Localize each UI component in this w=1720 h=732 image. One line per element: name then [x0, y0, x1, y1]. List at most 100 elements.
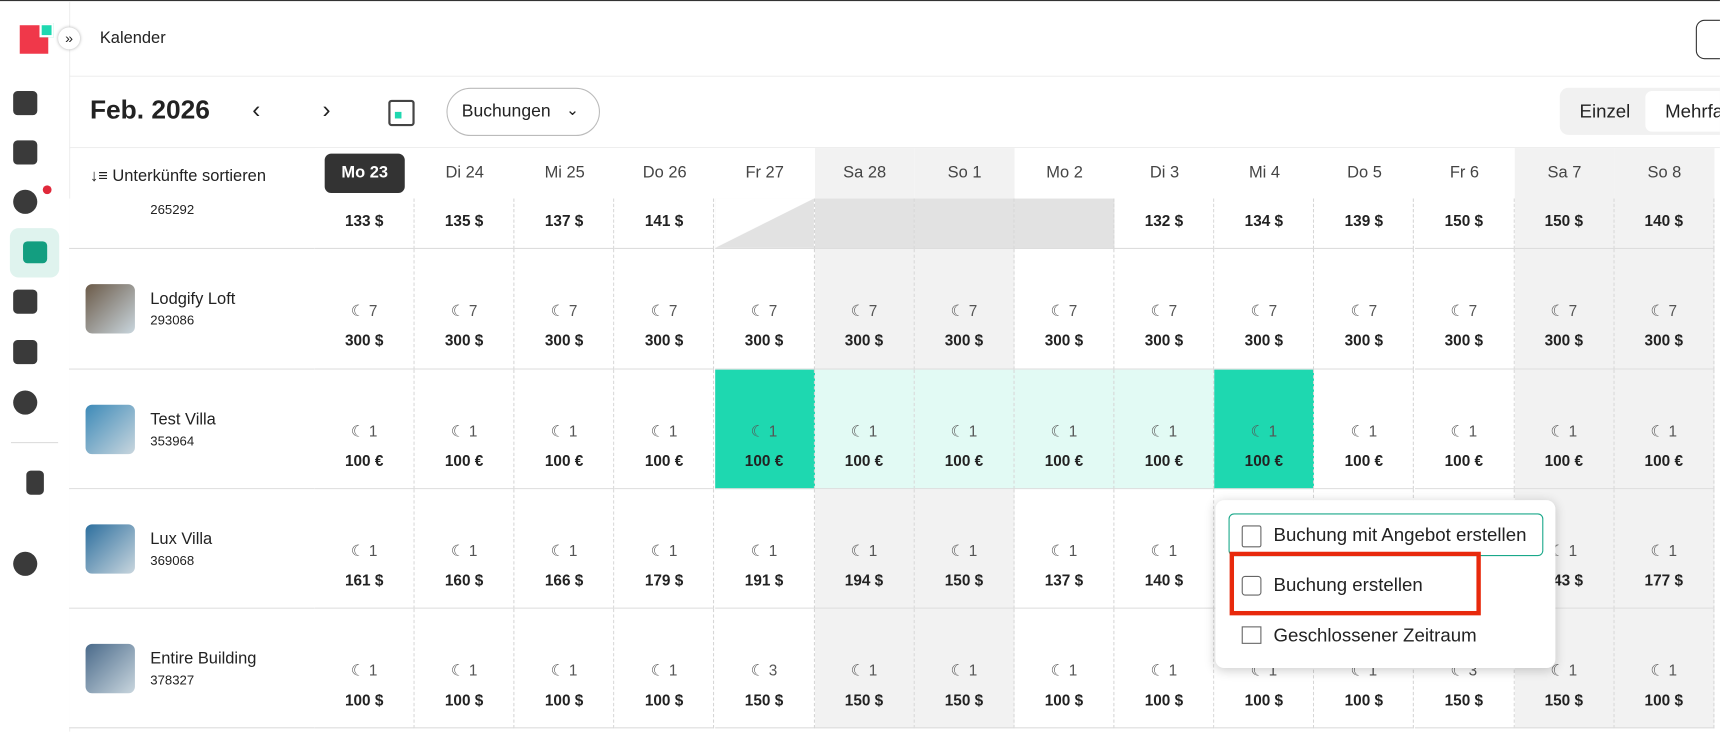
calendar-cell[interactable]: ☾ 7 300 $ — [614, 248, 715, 370]
calendar-cell[interactable]: ☾ 7 300 $ — [714, 248, 815, 370]
view-single[interactable]: Einzel — [1579, 100, 1631, 122]
calendar-cell[interactable]: ☾ 1 100 € — [714, 369, 815, 490]
calendar-cell[interactable]: ☾ 7 300 $ — [914, 248, 1015, 370]
prev-button[interactable]: ‹ — [252, 95, 261, 123]
calendar-cell[interactable]: 139 $ — [1314, 198, 1415, 249]
date-picker[interactable] — [388, 99, 415, 127]
calendar-cell[interactable]: 150 $ — [1514, 198, 1615, 249]
calendar-cell[interactable]: ☾ 7 300 $ — [414, 248, 515, 370]
calendar-cell[interactable]: ☾ 1 150 $ — [914, 608, 1015, 729]
filter-dropdown[interactable]: Buchungen ⌄ — [446, 87, 601, 137]
day-label[interactable]: Do 5 — [1347, 163, 1382, 183]
calendar-cell[interactable]: ☾ 1 161 $ — [314, 489, 415, 609]
menu-item[interactable]: Geschlossener Zeitraum — [1273, 625, 1477, 647]
calendar-cell[interactable]: ☾ 7 300 $ — [1414, 248, 1515, 370]
add-icon[interactable] — [13, 551, 38, 576]
calendar-cell[interactable]: ☾ 1 100 € — [914, 369, 1015, 490]
calendar-cell[interactable]: ☾ 7 300 $ — [1314, 248, 1415, 370]
nights: ☾ 1 — [450, 660, 478, 679]
calendar-cell[interactable]: ☾ 1 100 $ — [414, 608, 515, 729]
calendar-cell[interactable]: ☾ 1 150 $ — [814, 608, 915, 729]
calendar-cell[interactable]: ☾ 1 100 $ — [1614, 608, 1715, 729]
price: 100 € — [1444, 451, 1484, 469]
calendar-cell[interactable]: 140 $ — [1614, 198, 1715, 249]
calendar-cell[interactable]: ☾ 1 100 € — [1214, 369, 1315, 490]
help-button[interactable] — [1695, 19, 1720, 60]
calendar-cell[interactable]: ☾ 1 100 $ — [1114, 608, 1215, 729]
calendar-cell[interactable]: ☾ 1 100 € — [414, 369, 515, 490]
calendar-cell[interactable]: ☾ 7 300 $ — [314, 248, 415, 370]
day-label[interactable]: Do 26 — [642, 163, 687, 183]
calendar-cell[interactable]: 134 $ — [1214, 198, 1315, 249]
day-label[interactable]: So 8 — [1647, 163, 1682, 183]
day-column-header — [1214, 148, 1315, 199]
calendar-cell[interactable] — [1014, 198, 1115, 249]
calendar-cell[interactable]: ☾ 1 160 $ — [414, 489, 515, 609]
calendar-cell[interactable]: 132 $ — [1114, 198, 1215, 249]
calendar-cell[interactable]: 141 $ — [614, 198, 715, 249]
calendar-cell[interactable]: ☾ 1 166 $ — [514, 489, 615, 609]
calendar-cell[interactable]: ☾ 1 100 € — [814, 369, 915, 490]
calendar-cell[interactable]: 137 $ — [514, 198, 615, 249]
day-label[interactable]: Mo 23 — [324, 153, 405, 194]
sort-button[interactable]: ↓≡ Unterkünfte sortieren — [89, 166, 266, 186]
day-label[interactable]: Di 3 — [1149, 163, 1180, 183]
calendar-cell[interactable]: ☾ 1 177 $ — [1614, 489, 1715, 609]
calendar-cell[interactable] — [914, 198, 1015, 249]
day-label[interactable]: Fr 27 — [745, 163, 784, 183]
bookmark-icon[interactable] — [26, 470, 44, 495]
calendar-cell[interactable]: ☾ 1 100 $ — [614, 608, 715, 729]
website-icon[interactable] — [13, 340, 38, 365]
calendar-cell[interactable]: ☾ 1 100 € — [1114, 369, 1215, 490]
day-label[interactable]: Sa 28 — [843, 163, 887, 183]
menu-item[interactable]: Buchung mit Angebot erstellen — [1273, 524, 1527, 546]
calendar-nav-active[interactable] — [9, 228, 60, 278]
day-label[interactable]: Mi 25 — [544, 163, 585, 183]
day-label[interactable]: Fr 6 — [1449, 163, 1480, 183]
calendar-cell[interactable]: ☾ 1 100 $ — [514, 608, 615, 729]
day-label[interactable]: Mo 2 — [1046, 163, 1083, 183]
calendar-cell[interactable]: ☾ 1 140 $ — [1114, 489, 1215, 609]
inbox-icon[interactable] — [13, 189, 38, 214]
calendar-cell[interactable]: ☾ 1 100 € — [1514, 369, 1615, 490]
calendar-cell[interactable]: ☾ 1 100 € — [1614, 369, 1715, 490]
calendar-cell[interactable]: ☾ 1 100 € — [1314, 369, 1415, 490]
day-label[interactable]: Di 24 — [445, 163, 484, 183]
calendar-cell[interactable] — [814, 198, 915, 249]
calendar-cell[interactable] — [714, 198, 815, 249]
calendar-cell[interactable]: 150 $ — [1414, 198, 1515, 249]
calendar-cell[interactable]: ☾ 7 300 $ — [1114, 248, 1215, 370]
calendar-cell[interactable]: ☾ 7 300 $ — [1214, 248, 1315, 370]
calendar-cell[interactable]: 133 $ — [314, 198, 415, 249]
view-multi-box[interactable]: Mehrfach — [1645, 91, 1720, 132]
calendar-cell[interactable]: ☾ 1 100 € — [614, 369, 715, 490]
calendar-cell[interactable]: ☾ 1 150 $ — [914, 489, 1015, 609]
calendar-cell[interactable]: ☾ 1 191 $ — [714, 489, 815, 609]
calendar-cell[interactable]: ☾ 1 179 $ — [614, 489, 715, 609]
calendar-cell[interactable]: ☾ 7 300 $ — [1014, 248, 1115, 370]
calendar-cell[interactable]: ☾ 7 300 $ — [514, 248, 615, 370]
calendar-cell[interactable]: ☾ 3 150 $ — [714, 608, 815, 729]
expand-button[interactable]: » — [58, 27, 81, 50]
calendar-cell[interactable]: ☾ 1 100 € — [1414, 369, 1515, 490]
bookings-icon[interactable] — [13, 140, 38, 165]
calendar-cell[interactable]: ☾ 1 100 € — [1014, 369, 1115, 490]
day-label[interactable]: Sa 7 — [1547, 163, 1582, 183]
calendar-cell[interactable]: ☾ 7 300 $ — [1614, 248, 1715, 370]
calendar-cell[interactable]: ☾ 1 100 € — [514, 369, 615, 490]
channels-icon[interactable] — [13, 390, 38, 415]
properties-icon[interactable] — [13, 289, 38, 314]
calendar-cell[interactable]: ☾ 7 300 $ — [1514, 248, 1615, 370]
day-label[interactable]: Mi 4 — [1248, 163, 1281, 183]
menu-item[interactable]: Buchung erstellen — [1273, 574, 1423, 596]
calendar-cell[interactable]: ☾ 7 300 $ — [814, 248, 915, 370]
calendar-cell[interactable]: ☾ 1 100 $ — [1014, 608, 1115, 729]
calendar-cell[interactable]: ☾ 1 100 $ — [314, 608, 415, 729]
calendar-cell[interactable]: ☾ 1 100 € — [314, 369, 415, 490]
day-label[interactable]: So 1 — [947, 163, 982, 183]
calendar-cell[interactable]: ☾ 1 137 $ — [1014, 489, 1115, 609]
calendar-cell[interactable]: ☾ 1 194 $ — [814, 489, 915, 609]
next-button[interactable]: › — [322, 95, 331, 123]
home-icon[interactable] — [13, 91, 38, 116]
calendar-cell[interactable]: 135 $ — [414, 198, 515, 249]
